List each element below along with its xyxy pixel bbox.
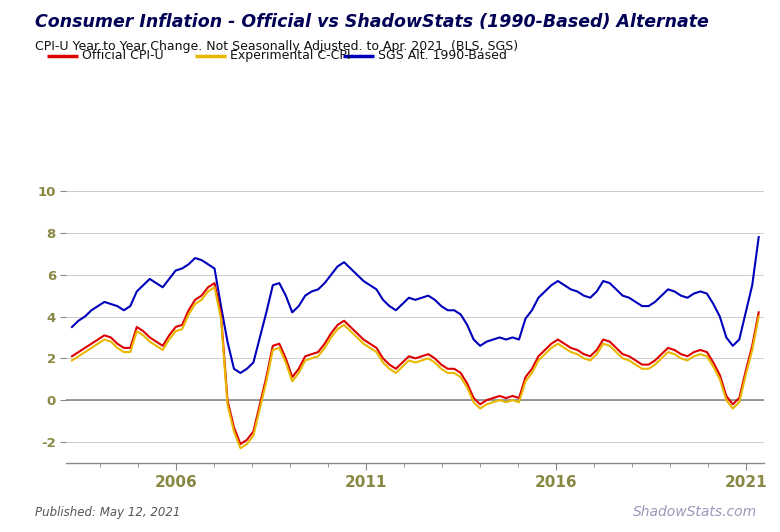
- Text: Consumer Inflation - Official vs ShadowStats (1990-Based) Alternate: Consumer Inflation - Official vs ShadowS…: [35, 13, 709, 31]
- Text: Experimental C-CPI: Experimental C-CPI: [230, 49, 350, 62]
- Text: Published: May 12, 2021: Published: May 12, 2021: [35, 506, 180, 519]
- Text: CPI-U Year to Year Change. Not Seasonally Adjusted. to Apr. 2021  (BLS, SGS): CPI-U Year to Year Change. Not Seasonall…: [35, 40, 518, 53]
- Text: SGS Alt. 1990-Based: SGS Alt. 1990-Based: [378, 49, 507, 62]
- Text: ShadowStats.com: ShadowStats.com: [633, 505, 757, 519]
- Text: Official CPI-U: Official CPI-U: [82, 49, 164, 62]
